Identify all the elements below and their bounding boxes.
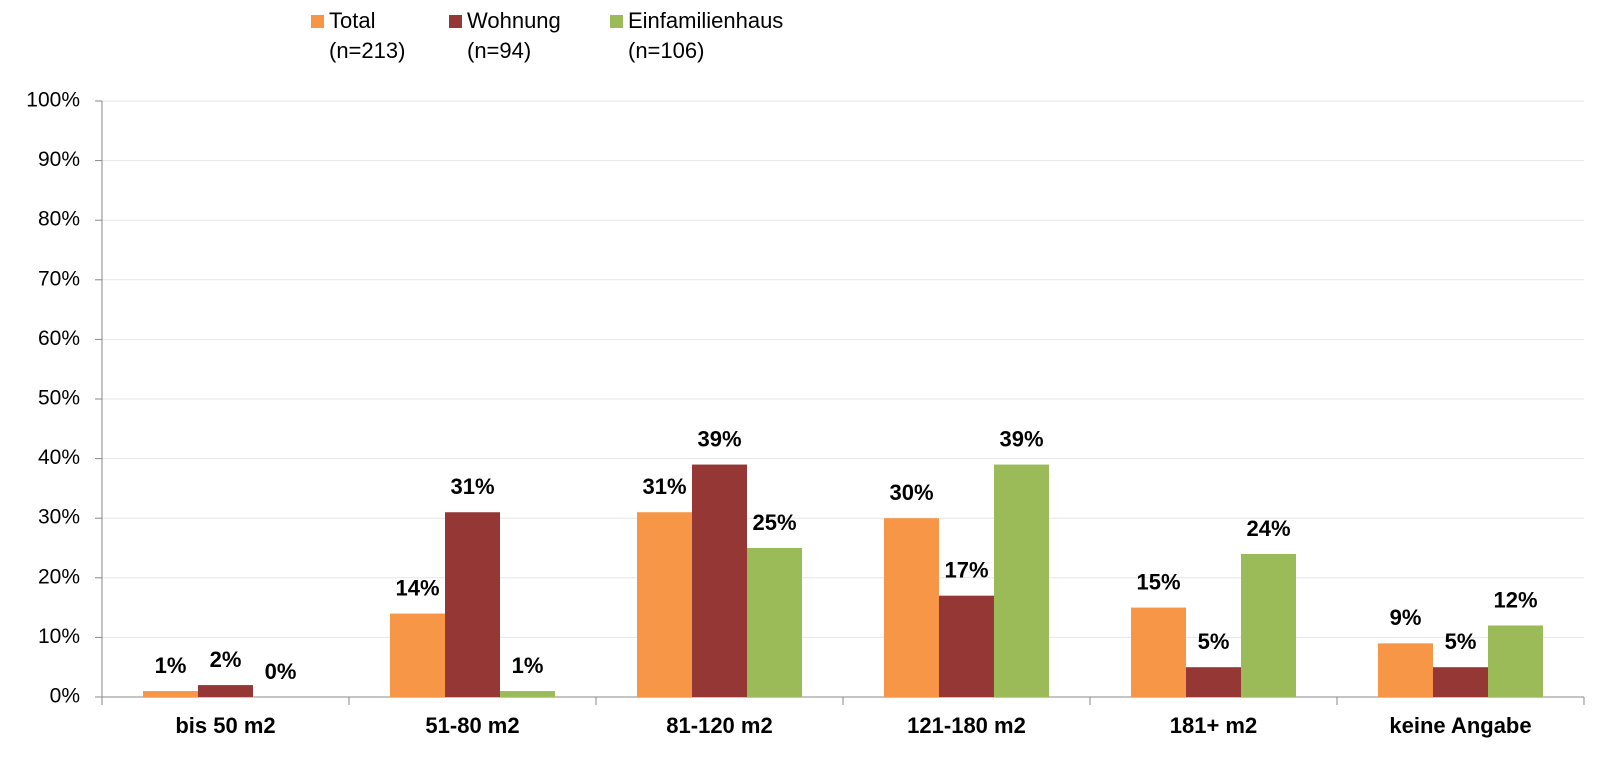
- y-tick-label: 20%: [38, 565, 80, 588]
- legend-sample: (n=106): [628, 38, 704, 63]
- data-label: 15%: [1136, 569, 1180, 594]
- data-label: 39%: [697, 426, 741, 451]
- legend-label: Wohnung: [467, 8, 561, 33]
- bar: [445, 512, 500, 697]
- bar: [637, 512, 692, 697]
- data-label: 31%: [642, 474, 686, 499]
- data-label: 25%: [752, 510, 796, 535]
- y-tick-label: 70%: [38, 267, 80, 290]
- y-tick-label: 30%: [38, 506, 80, 529]
- legend-sample: (n=94): [467, 38, 531, 63]
- bar: [747, 548, 802, 697]
- bar: [143, 691, 198, 697]
- y-tick-label: 80%: [38, 208, 80, 231]
- bar: [994, 464, 1049, 697]
- x-tick-label: 51-80 m2: [425, 713, 519, 738]
- bar: [1186, 667, 1241, 697]
- bar: [1241, 553, 1296, 697]
- legend-label: Einfamilienhaus: [628, 8, 783, 33]
- data-label: 17%: [944, 557, 988, 582]
- legend-swatch: [311, 15, 324, 28]
- y-tick-label: 10%: [38, 625, 80, 648]
- data-label: 2%: [210, 647, 242, 672]
- data-label: 5%: [1445, 629, 1477, 654]
- bar: [939, 595, 994, 697]
- legend-sample: (n=213): [329, 38, 405, 63]
- y-tick-label: 50%: [38, 387, 80, 410]
- y-tick-label: 40%: [38, 446, 80, 469]
- data-label: 30%: [889, 480, 933, 505]
- y-tick-label: 100%: [26, 89, 80, 112]
- data-label: 31%: [450, 474, 494, 499]
- bar: [1488, 625, 1543, 697]
- data-label: 1%: [512, 653, 544, 678]
- data-label: 1%: [155, 653, 187, 678]
- x-tick-label: 81-120 m2: [666, 713, 772, 738]
- data-label: 39%: [999, 426, 1043, 451]
- y-tick-label: 60%: [38, 327, 80, 350]
- data-label: 14%: [395, 575, 439, 600]
- data-label: 0%: [265, 659, 297, 684]
- bar: [1378, 643, 1433, 697]
- data-label: 5%: [1198, 629, 1230, 654]
- bar: [1433, 667, 1488, 697]
- y-tick-label: 90%: [38, 148, 80, 171]
- legend-swatch: [449, 15, 462, 28]
- legend-swatch: [610, 15, 623, 28]
- data-label: 9%: [1390, 605, 1422, 630]
- data-label: 12%: [1493, 587, 1537, 612]
- x-tick-label: 121-180 m2: [907, 713, 1026, 738]
- bar: [692, 464, 747, 697]
- bar: [198, 685, 253, 697]
- x-tick-label: 181+ m2: [1170, 713, 1257, 738]
- x-tick-label: keine Angabe: [1389, 713, 1531, 738]
- legend-label: Total: [329, 8, 375, 33]
- bar: [500, 691, 555, 697]
- x-tick-label: bis 50 m2: [175, 713, 275, 738]
- bar: [1131, 607, 1186, 697]
- y-tick-label: 0%: [50, 685, 80, 708]
- bar: [390, 613, 445, 697]
- bar: [884, 518, 939, 697]
- data-label: 24%: [1246, 516, 1290, 541]
